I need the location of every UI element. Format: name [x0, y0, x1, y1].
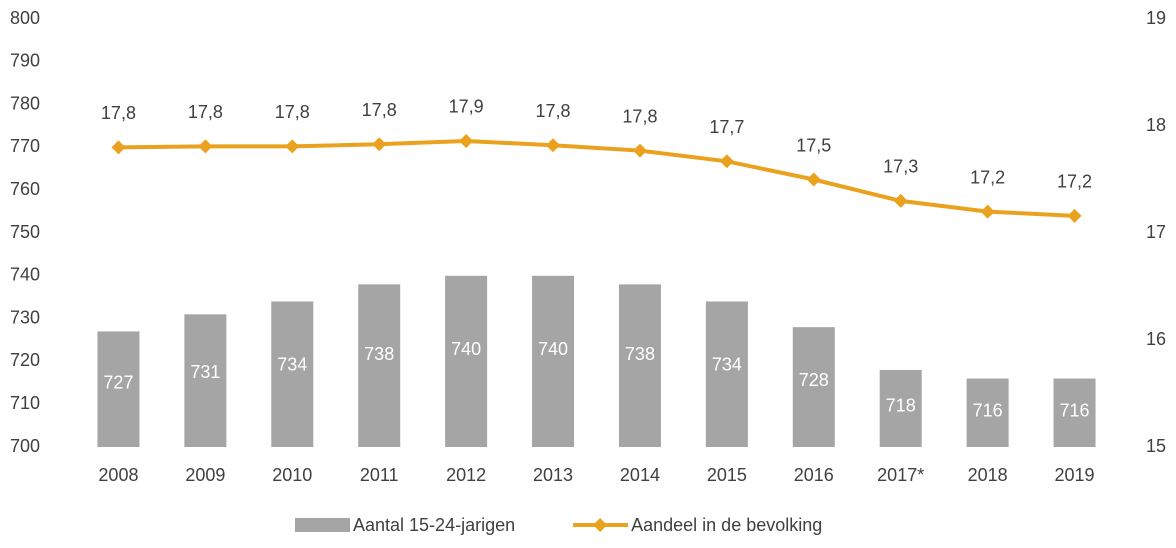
line: [118, 138, 1075, 218]
y-tick-label: 770: [10, 136, 40, 156]
x-tick-label: 2019: [1055, 465, 1095, 485]
y-tick-label: 730: [10, 307, 40, 327]
line-value-label: 17,2: [1057, 172, 1092, 192]
line-value-label: 17,8: [362, 100, 397, 120]
marker: [546, 138, 561, 153]
bar: [184, 314, 227, 447]
legend-label: Aantal 15-24-jarigen: [353, 515, 515, 535]
y2-tick-label: 16: [1146, 329, 1166, 349]
line-value-label: 17,3: [883, 157, 918, 177]
bar: [532, 275, 575, 447]
x-tick-label: 2015: [707, 465, 747, 485]
y2-tick-label: 19: [1146, 8, 1166, 28]
x-tick-label: 2014: [620, 465, 660, 485]
bar: [358, 284, 401, 447]
bar-value-label: 716: [973, 401, 1003, 421]
y-tick-label: 720: [10, 350, 40, 370]
y2-tick-label: 15: [1146, 436, 1166, 456]
x-tick-label: 2012: [446, 465, 486, 485]
x-tick-label: 2010: [272, 465, 312, 485]
x-tick-label: 2013: [533, 465, 573, 485]
x-tick-label: 2018: [968, 465, 1008, 485]
y2-tick-label: 17: [1146, 222, 1166, 242]
y-tick-label: 750: [10, 222, 40, 242]
line-value-label: 17,2: [970, 167, 1005, 187]
bar-value-label: 731: [190, 362, 220, 382]
marker: [980, 204, 995, 219]
bar: [1053, 378, 1096, 447]
y-tick-label: 790: [10, 51, 40, 71]
x-tick-label: 2016: [794, 465, 834, 485]
x-tick-label: 2011: [360, 465, 399, 485]
y-tick-label: 780: [10, 93, 40, 113]
x-tick-label: 2017*: [877, 465, 924, 485]
bar-value-label: 740: [538, 339, 568, 359]
y-tick-label: 700: [10, 436, 40, 456]
legend-label: Aandeel in de bevolking: [631, 515, 822, 535]
bar-value-label: 728: [799, 370, 829, 390]
bar: [966, 378, 1009, 447]
y-tick-label: 710: [10, 393, 40, 413]
line-value-label: 17,8: [188, 102, 223, 122]
bar-value-label: 727: [103, 372, 133, 392]
marker: [372, 137, 387, 152]
line-value-label: 17,8: [536, 101, 571, 121]
bar: [879, 369, 922, 447]
marker: [632, 143, 647, 158]
x-tick-label: 2008: [98, 465, 138, 485]
bar-value-label: 738: [625, 344, 655, 364]
bar-value-label: 740: [451, 339, 481, 359]
y-tick-label: 800: [10, 8, 40, 28]
line-value-label: 17,8: [101, 103, 136, 123]
line-value-label: 17,8: [622, 106, 657, 126]
marker: [198, 139, 213, 154]
bar: [445, 275, 488, 447]
bar-value-label: 734: [277, 354, 307, 374]
line-value-label: 17,7: [709, 117, 744, 137]
marker: [806, 172, 821, 187]
y-tick-label: 760: [10, 179, 40, 199]
marker: [111, 140, 126, 155]
bar: [792, 327, 835, 447]
bar: [705, 301, 748, 447]
y-tick-label: 740: [10, 265, 40, 285]
line-value-label: 17,5: [796, 135, 831, 155]
legend-marker: [593, 518, 608, 532]
bar-value-label: 738: [364, 344, 394, 364]
bar: [271, 301, 314, 447]
y2-tick-label: 18: [1146, 115, 1166, 135]
bar: [618, 284, 661, 447]
marker: [1067, 208, 1082, 223]
x-tick-label: 2009: [185, 465, 225, 485]
bar-value-label: 716: [1060, 401, 1090, 421]
line-value-label: 17,9: [449, 97, 484, 117]
marker: [285, 139, 300, 154]
legend-swatch: [295, 518, 350, 532]
bar-value-label: 718: [886, 396, 916, 416]
marker: [893, 193, 908, 208]
marker: [719, 154, 734, 169]
bar-value-label: 734: [712, 354, 742, 374]
marker: [459, 133, 474, 148]
bar: [97, 331, 140, 447]
line-value-label: 17,8: [275, 102, 310, 122]
